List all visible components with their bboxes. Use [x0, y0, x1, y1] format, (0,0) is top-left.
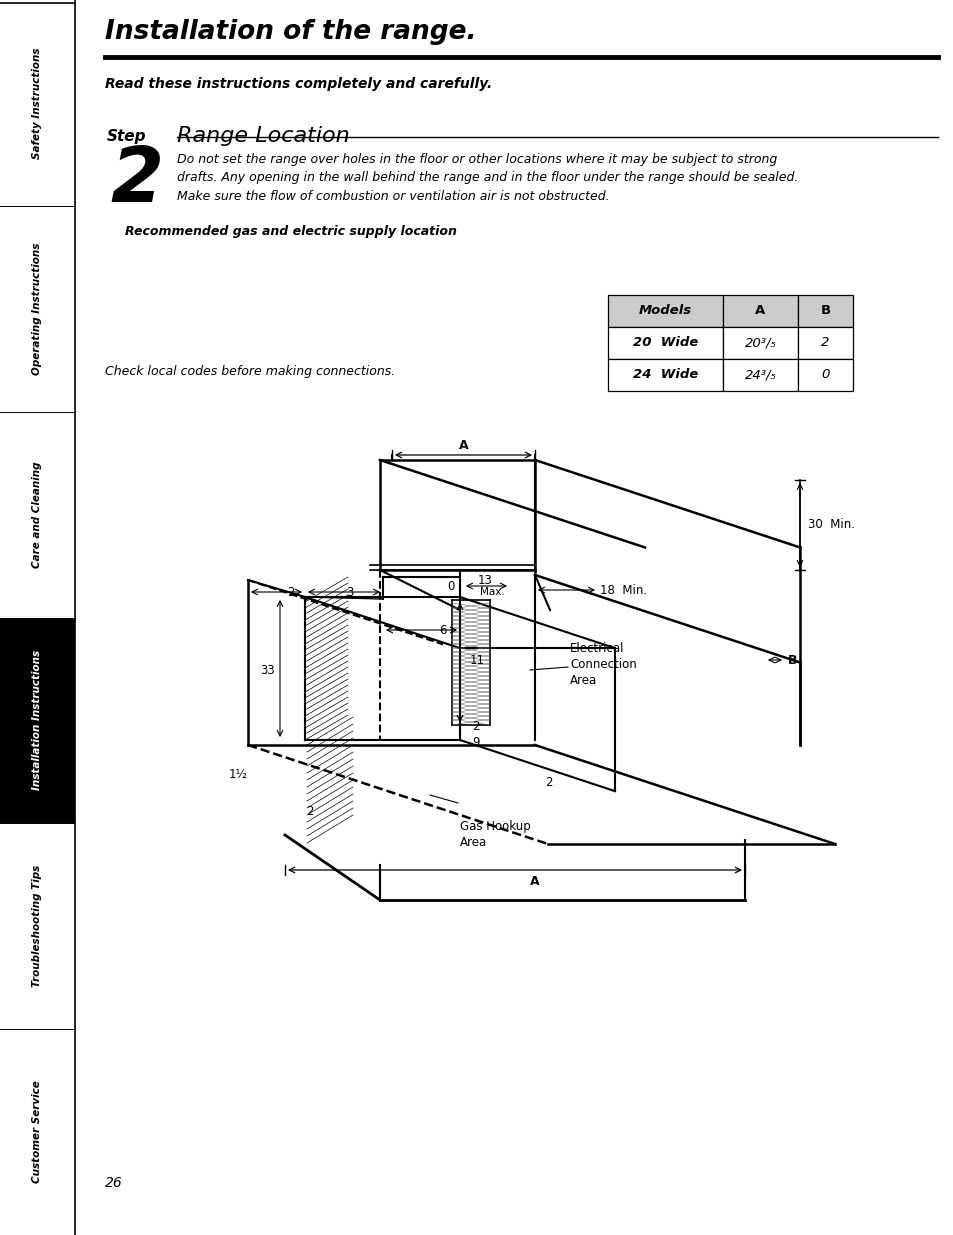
Text: 13: 13 — [477, 573, 493, 587]
Text: 2: 2 — [821, 336, 829, 350]
Bar — [0, 411, 75, 618]
Text: 20  Wide: 20 Wide — [632, 336, 698, 350]
Text: 24  Wide: 24 Wide — [632, 368, 698, 382]
Bar — [607, 295, 722, 327]
Text: Range Location: Range Location — [177, 126, 350, 146]
Text: 20³/₅: 20³/₅ — [743, 336, 776, 350]
Text: 0: 0 — [821, 368, 829, 382]
Text: 9: 9 — [472, 736, 479, 750]
Text: 24³/₅: 24³/₅ — [743, 368, 776, 382]
Text: 18  Min.: 18 Min. — [599, 583, 646, 597]
Text: 11: 11 — [470, 653, 484, 667]
Text: Customer Service: Customer Service — [32, 1081, 43, 1183]
Text: Models: Models — [639, 305, 691, 317]
Text: Max.: Max. — [479, 587, 504, 597]
Text: Electrical
Connection
Area: Electrical Connection Area — [569, 642, 636, 688]
Text: A: A — [458, 438, 468, 452]
Bar — [607, 327, 722, 359]
Text: B: B — [820, 305, 830, 317]
Bar — [797, 359, 852, 391]
Text: Read these instructions completely and carefully.: Read these instructions completely and c… — [105, 77, 492, 91]
Text: Operating Instructions: Operating Instructions — [32, 242, 43, 375]
Text: 33: 33 — [260, 663, 274, 677]
Text: Recommended gas and electric supply location: Recommended gas and electric supply loca… — [125, 225, 456, 238]
Text: A: A — [530, 876, 539, 888]
Text: 26: 26 — [105, 1176, 123, 1191]
Bar — [722, 359, 797, 391]
Text: 2: 2 — [110, 144, 163, 219]
Text: 1½: 1½ — [229, 768, 248, 782]
Text: B: B — [787, 653, 797, 667]
Bar — [722, 327, 797, 359]
Text: 2: 2 — [306, 805, 314, 818]
Text: Do not set the range over holes in the floor or other locations where it may be : Do not set the range over holes in the f… — [177, 153, 798, 203]
Bar — [607, 359, 722, 391]
Text: Installation Instructions: Installation Instructions — [32, 651, 43, 790]
Text: Check local codes before making connections.: Check local codes before making connecti… — [105, 366, 395, 378]
Bar — [797, 295, 852, 327]
Text: 0: 0 — [447, 580, 455, 594]
Bar — [0, 206, 75, 411]
Text: Gas Hookup
Area: Gas Hookup Area — [459, 820, 530, 848]
Text: Troubleshooting Tips: Troubleshooting Tips — [32, 866, 43, 987]
Text: 3: 3 — [346, 585, 354, 599]
Text: 2: 2 — [544, 776, 552, 788]
Bar — [722, 295, 797, 327]
Text: 2: 2 — [472, 720, 479, 734]
Text: 6: 6 — [439, 624, 447, 636]
Text: Safety Instructions: Safety Instructions — [32, 47, 43, 158]
Bar — [0, 0, 75, 206]
Text: 2: 2 — [287, 585, 294, 599]
Bar — [797, 327, 852, 359]
Text: A: A — [755, 305, 765, 317]
Text: Care and Cleaning: Care and Cleaning — [32, 462, 43, 568]
Text: Installation of the range.: Installation of the range. — [105, 19, 476, 44]
Bar — [0, 618, 75, 824]
Text: 30  Min.: 30 Min. — [807, 519, 854, 531]
Bar — [0, 824, 75, 1029]
Bar — [0, 1029, 75, 1235]
Text: Step: Step — [107, 128, 147, 144]
